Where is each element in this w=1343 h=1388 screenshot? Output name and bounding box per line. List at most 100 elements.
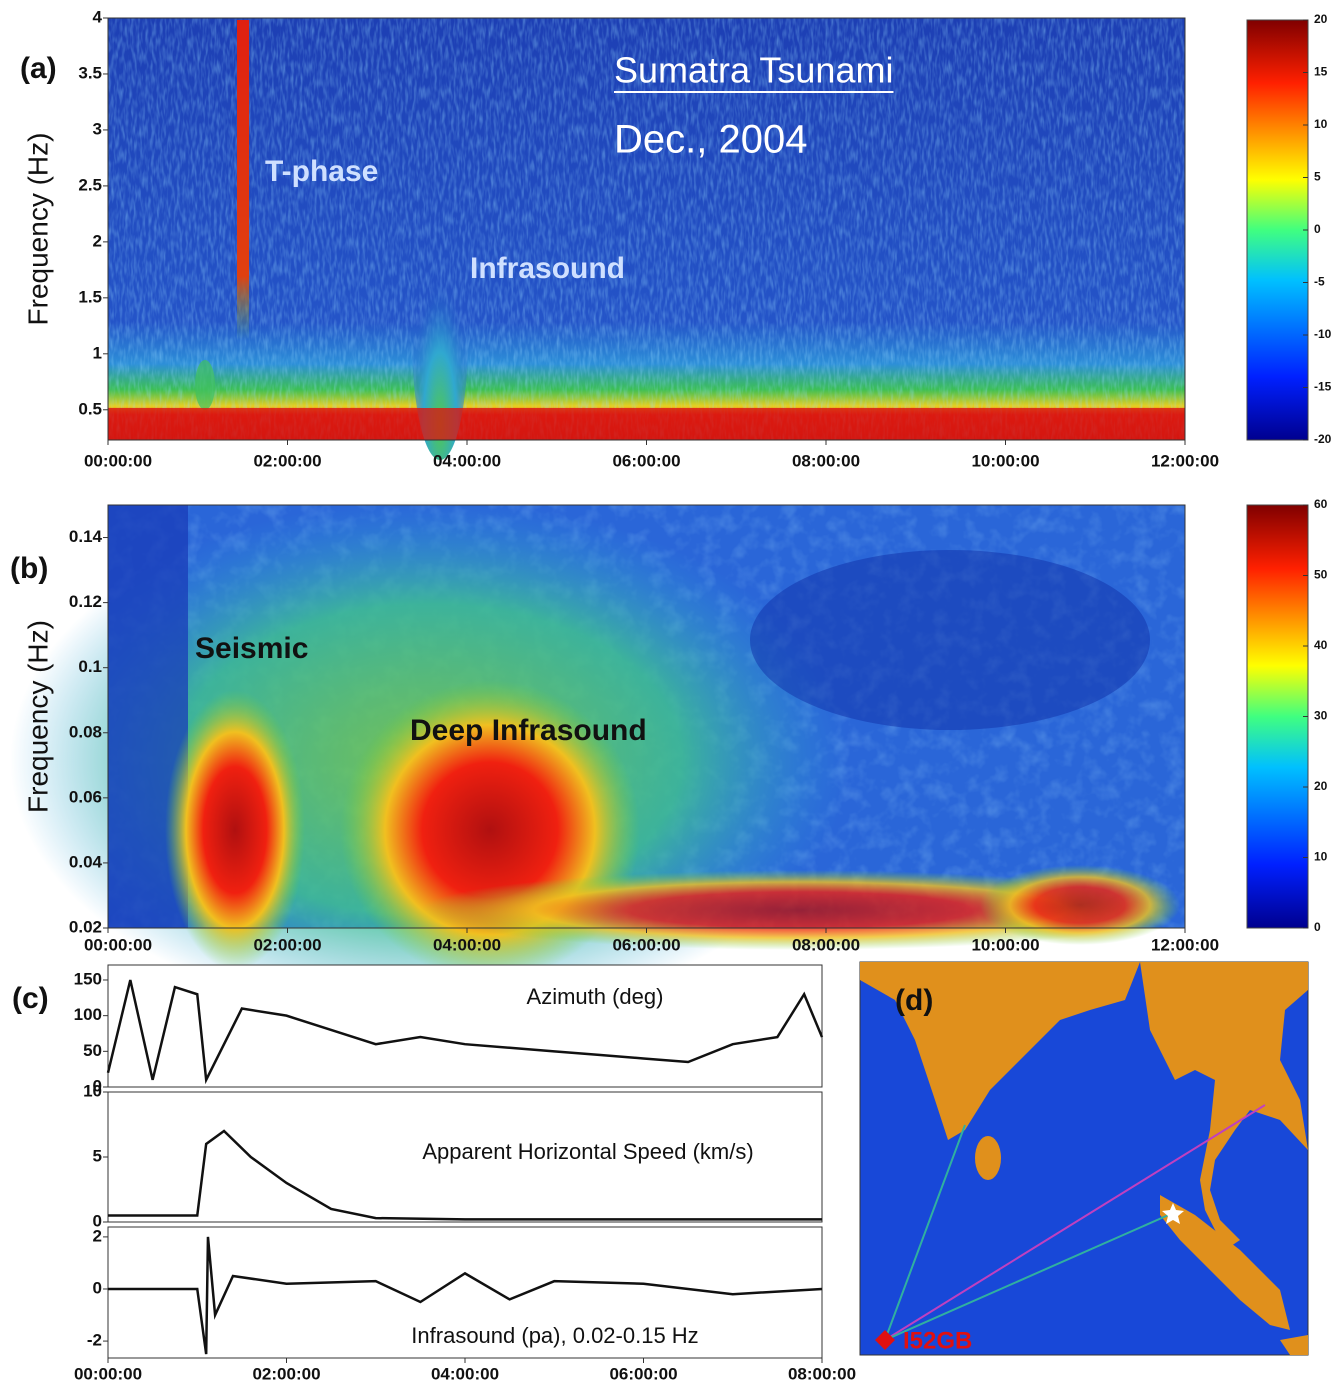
path-line (884, 1104, 1266, 1341)
x-tick-label: 06:00:00 (612, 451, 680, 470)
subtitle: Dec., 2004 (614, 118, 807, 162)
java (1280, 1335, 1308, 1355)
y-tick-label: 3.5 (78, 63, 102, 82)
x-tick-label: 12:00:00 (1151, 935, 1219, 954)
plot-frame (107, 1226, 823, 1359)
colorbar-tick-label: 60 (1314, 497, 1328, 511)
colorbar-tick-label: -20 (1314, 432, 1332, 446)
colorbar-tick-label: 10 (1314, 117, 1328, 131)
sumatra (1160, 1195, 1290, 1330)
plume (195, 360, 215, 410)
station-marker (875, 1330, 895, 1350)
y-tick-label: 0.5 (78, 399, 102, 418)
x-tick-label: 02:00:00 (253, 451, 321, 470)
annotation: T-phase (265, 155, 378, 188)
mainland (1140, 962, 1308, 1250)
seismic-energy (165, 690, 305, 970)
colorbar-tick-label: 0 (1314, 920, 1321, 934)
plot-frame (107, 1091, 823, 1223)
y-axis-label: Frequency (Hz) (22, 620, 53, 813)
colorbar-tick-label: 15 (1314, 65, 1328, 79)
annotation: Infrasound (470, 252, 625, 285)
y-tick-label: 1.5 (78, 287, 102, 306)
infrasound-plume (412, 220, 468, 460)
x-tick-label: 04:00:00 (433, 935, 501, 954)
y-tick-label: 3 (93, 119, 102, 138)
colorbar-tick-label: 30 (1314, 709, 1328, 723)
x-tick-label: 02:00:00 (253, 935, 321, 954)
colorbar (1246, 19, 1309, 441)
y-tick-label: -2 (87, 1331, 102, 1350)
x-tick-label: 08:00:00 (792, 935, 860, 954)
y-tick-label: 0.1 (78, 657, 102, 676)
annotation: I52GB (903, 1327, 972, 1354)
low-band (108, 408, 1185, 440)
land (860, 962, 1308, 1355)
x-tick-label: 00:00:00 (74, 1364, 142, 1383)
colorbar-tick-label: 5 (1314, 170, 1321, 184)
y-tick-label: 150 (74, 969, 102, 988)
annotation: Seismic (195, 632, 308, 665)
x-tick-label: 10:00:00 (971, 935, 1039, 954)
y-tick-label: 4 (93, 7, 103, 26)
india (860, 962, 1140, 1140)
subplot-title: Azimuth (deg) (527, 984, 664, 1009)
colorbar-tick-label: 20 (1314, 779, 1328, 793)
y-tick-label: 0.08 (69, 722, 102, 741)
y-tick-label: 0 (93, 1076, 102, 1095)
t-phase-stripe (237, 20, 249, 340)
annotation: Deep Infrasound (410, 714, 647, 747)
spectrogram-texture (108, 18, 1185, 440)
plot-frame (107, 964, 823, 1088)
y-tick-label: 0.06 (69, 787, 102, 806)
y-tick-label: 0.02 (69, 917, 102, 936)
quiet-region (750, 550, 1150, 730)
colorbar-tick-label: -5 (1314, 275, 1325, 289)
x-tick-label: 00:00:00 (84, 935, 152, 954)
colorbar-tick-label: 0 (1314, 222, 1321, 236)
x-tick-label: 10:00:00 (971, 451, 1039, 470)
y-tick-label: 0.12 (69, 592, 102, 611)
low-energy (980, 865, 1180, 945)
y-tick-label: 0.04 (69, 852, 103, 871)
colorbar-tick-label: 10 (1314, 850, 1328, 864)
x-tick-label: 08:00:00 (788, 1364, 856, 1383)
panel-label: (d) (895, 984, 933, 1017)
x-tick-label: 12:00:00 (1151, 451, 1219, 470)
y-tick-label: 5 (93, 1146, 102, 1165)
x-tick-label: 06:00:00 (612, 935, 680, 954)
subplot-title: Infrasound (pa), 0.02-0.15 Hz (411, 1323, 698, 1348)
colorbar-tick-label: -10 (1314, 327, 1332, 341)
path-line (884, 1212, 1174, 1341)
y-tick-label: 0 (93, 1211, 102, 1230)
y-tick-label: 2 (93, 1226, 102, 1245)
x-tick-label: 04:00:00 (433, 451, 501, 470)
y-tick-label: 0.14 (69, 527, 103, 546)
y-tick-label: 0 (93, 1278, 102, 1297)
colorbar-tick-label: 50 (1314, 568, 1328, 582)
x-tick-label: 02:00:00 (252, 1364, 320, 1383)
colorbar (1246, 504, 1309, 929)
y-tick-label: 100 (74, 1005, 102, 1024)
subplot-title: Apparent Horizontal Speed (km/s) (422, 1139, 753, 1164)
panel-label: (a) (20, 52, 57, 85)
panel-label: (c) (12, 982, 49, 1015)
x-tick-label: 08:00:00 (792, 451, 860, 470)
y-tick-label: 2 (93, 231, 102, 250)
y-tick-label: 2.5 (78, 175, 102, 194)
colorbar-tick-label: -15 (1314, 380, 1332, 394)
x-tick-label: 04:00:00 (431, 1364, 499, 1383)
trace (106, 979, 824, 1085)
y-tick-label: 1 (93, 343, 102, 362)
x-tick-label: 00:00:00 (84, 451, 152, 470)
trace (108, 1236, 823, 1355)
y-tick-label: 50 (83, 1041, 102, 1060)
y-tick-label: 10 (83, 1081, 102, 1100)
y-axis-label: Frequency (Hz) (22, 133, 53, 326)
colorbar-tick-label: 20 (1314, 12, 1328, 26)
x-tick-label: 06:00:00 (609, 1364, 677, 1383)
trace (108, 1129, 822, 1221)
sri-lanka (975, 1136, 1001, 1180)
path-line (884, 1124, 966, 1341)
